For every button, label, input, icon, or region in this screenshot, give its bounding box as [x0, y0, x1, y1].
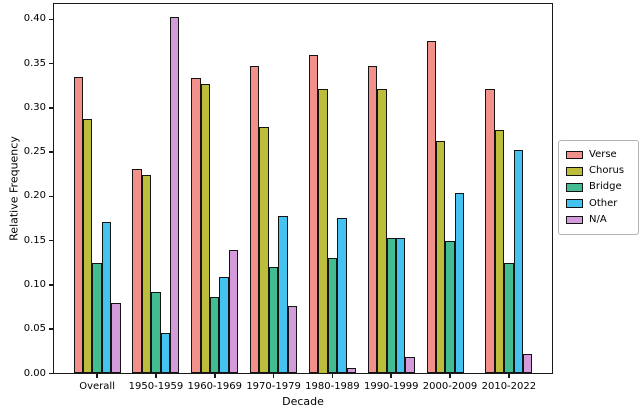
bar-bridge-2010-2022 [504, 262, 514, 374]
legend-swatch-other [566, 199, 583, 208]
x-tick-mark [155, 373, 157, 378]
bar-n-a-1990-1999 [405, 356, 415, 374]
x-tick-mark [272, 373, 275, 378]
bar-verse-overall [73, 76, 83, 374]
bar-bridge-1980-1989 [327, 257, 338, 374]
legend-label-bridge: Bridge [589, 181, 622, 193]
bar-verse-1960-1969 [191, 77, 201, 374]
legend-entry-n-a: N/A [566, 212, 631, 228]
bar-n-a-1970-1979 [287, 306, 298, 374]
x-tick-label-1970-1979: 1970-1979 [246, 380, 301, 392]
legend-swatch-n-a [566, 215, 583, 225]
bar-verse-1970-1979 [250, 66, 260, 374]
plot-area [53, 3, 553, 374]
x-tick-mark [96, 373, 98, 378]
legend-label-chorus: Chorus [589, 165, 625, 177]
legend-swatch-bridge [566, 183, 583, 192]
y-tick-label: 0.00 [23, 367, 46, 379]
bar-chorus-1970-1979 [259, 127, 269, 374]
y-axis-label: Relative Frequency [7, 136, 21, 241]
y-tick-mark [49, 372, 53, 375]
bar-bridge-overall [92, 262, 102, 374]
bar-chorus-1950-1959 [141, 175, 152, 374]
bar-other-1970-1979 [278, 215, 288, 374]
bar-bridge-1990-1999 [386, 238, 396, 374]
legend: Verse Chorus Bridge Other N/A [558, 140, 639, 235]
y-tick-label: 0.15 [23, 234, 46, 246]
legend-entry-chorus: Chorus [566, 163, 631, 179]
x-tick-label-1950-1959: 1950-1959 [128, 380, 184, 392]
x-tick-label-2010-2022: 2010-2022 [481, 380, 537, 392]
legend-label-n-a: N/A [589, 213, 607, 225]
y-tick-label: 0.20 [23, 190, 46, 202]
x-tick-label-overall: Overall [79, 380, 115, 392]
x-tick-label-2000-2009: 2000-2009 [422, 380, 478, 392]
bar-other-1950-1959 [160, 332, 171, 374]
y-tick-label: 0.35 [23, 57, 46, 69]
bar-n-a-1980-1989 [346, 368, 356, 374]
x-tick-mark [449, 373, 451, 378]
y-tick-label: 0.30 [23, 101, 46, 113]
y-tick-label: 0.10 [23, 278, 46, 290]
bar-other-overall [101, 222, 112, 374]
bar-verse-2000-2009 [426, 40, 436, 374]
x-tick-mark [214, 373, 216, 378]
bar-verse-1980-1989 [308, 54, 319, 374]
bar-n-a-1960-1969 [228, 249, 239, 374]
bar-chorus-2000-2009 [435, 140, 446, 374]
x-tick-label-1960-1969: 1960-1969 [187, 380, 242, 392]
y-tick-mark [49, 284, 53, 286]
x-tick-label-1990-1999: 1990-1999 [363, 380, 419, 392]
legend-swatch-chorus [566, 167, 583, 176]
bar-other-2000-2009 [454, 192, 465, 374]
y-tick-mark [49, 18, 53, 21]
bar-bridge-2000-2009 [445, 240, 455, 374]
y-tick-label: 0.05 [23, 323, 46, 335]
bar-chorus-1980-1989 [318, 88, 328, 374]
y-tick-mark [49, 195, 53, 198]
bar-other-1980-1989 [337, 217, 347, 374]
y-tick-mark [49, 62, 53, 65]
bar-n-a-overall [111, 302, 121, 374]
legend-entry-bridge: Bridge [566, 179, 631, 195]
y-tick-mark [49, 107, 53, 109]
y-tick-mark [49, 239, 53, 242]
bar-chorus-overall [83, 119, 93, 374]
legend-swatch-verse [566, 150, 583, 160]
bar-verse-1990-1999 [367, 66, 378, 374]
bar-verse-2010-2022 [485, 89, 495, 374]
x-tick-mark [508, 373, 510, 378]
bar-n-a-1950-1959 [170, 16, 180, 374]
bar-chorus-1990-1999 [377, 89, 387, 374]
bar-other-1990-1999 [395, 238, 406, 374]
y-tick-label: 0.25 [23, 146, 46, 158]
legend-entry-other: Other [566, 196, 631, 212]
y-tick-mark [49, 328, 53, 330]
bar-other-2010-2022 [513, 149, 523, 374]
legend-label-verse: Verse [589, 149, 617, 161]
x-tick-label-1980-1989: 1980-1989 [305, 380, 360, 392]
bar-bridge-1970-1979 [268, 267, 279, 374]
x-tick-mark [331, 373, 334, 378]
x-axis-label: Decade [282, 395, 324, 408]
bar-bridge-1960-1969 [210, 297, 220, 374]
bar-n-a-2010-2022 [523, 354, 533, 374]
bar-verse-1950-1959 [132, 169, 142, 374]
bar-bridge-1950-1959 [151, 292, 161, 374]
bar-chorus-2010-2022 [494, 130, 505, 374]
x-tick-mark [390, 373, 392, 378]
y-tick-mark [49, 151, 53, 153]
legend-entry-verse: Verse [566, 147, 631, 163]
legend-label-other: Other [589, 197, 618, 209]
y-tick-label: 0.40 [23, 13, 46, 25]
bar-chorus-1960-1969 [200, 84, 211, 374]
bar-other-1960-1969 [219, 277, 229, 374]
